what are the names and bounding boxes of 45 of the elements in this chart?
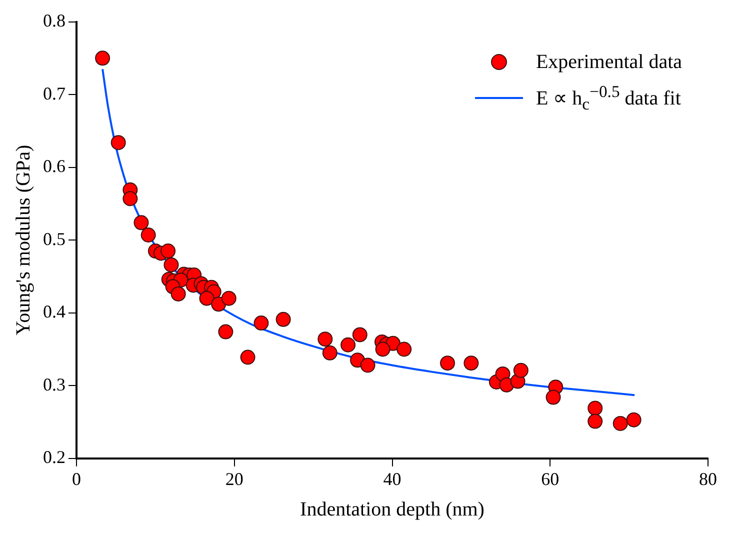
x-tick-label: 40 <box>383 468 402 489</box>
legend-label: E ∝ h$_{c}$$^{−0.5}$ data fit <box>536 82 681 114</box>
point <box>221 290 236 306</box>
point <box>612 416 628 431</box>
point <box>322 345 338 360</box>
point <box>626 412 642 428</box>
point <box>95 50 110 66</box>
x-tick-label: 60 <box>541 468 560 489</box>
point <box>218 324 234 340</box>
y-tick-label: 0.3 <box>43 374 66 394</box>
point <box>375 342 390 357</box>
point <box>440 356 456 371</box>
point <box>122 191 138 206</box>
point <box>588 400 603 416</box>
x-axis-title: Indentation depth (nm) <box>300 498 484 520</box>
y-axis-title: Young's modulus (GPa) <box>12 144 34 336</box>
point <box>140 228 156 243</box>
point <box>164 257 179 272</box>
point <box>396 342 412 357</box>
point <box>276 312 291 327</box>
y-tick-label: 0.2 <box>43 447 66 468</box>
point <box>513 362 528 378</box>
point <box>240 350 256 365</box>
point <box>170 286 186 302</box>
y-tick-label: 0.7 <box>43 83 66 104</box>
y-tick-label: 0.4 <box>43 302 66 322</box>
point <box>318 332 333 347</box>
point <box>340 337 356 352</box>
point <box>360 358 376 373</box>
y-tick-label: 0.8 <box>43 10 66 31</box>
point <box>110 135 126 150</box>
y-tick-label: 0.5 <box>43 228 66 249</box>
point <box>134 215 149 230</box>
legend-label: Experimental data <box>536 50 682 74</box>
x-tick-label: 80 <box>699 468 717 489</box>
point <box>546 390 561 405</box>
point <box>588 414 603 429</box>
point <box>199 290 214 306</box>
x-tick-label: 20 <box>225 468 244 489</box>
point <box>254 316 269 331</box>
point <box>160 244 176 259</box>
y-tick-label: 0.6 <box>43 156 66 176</box>
point <box>464 356 479 371</box>
point <box>352 327 368 342</box>
x-tick-label: 0 <box>72 468 81 489</box>
